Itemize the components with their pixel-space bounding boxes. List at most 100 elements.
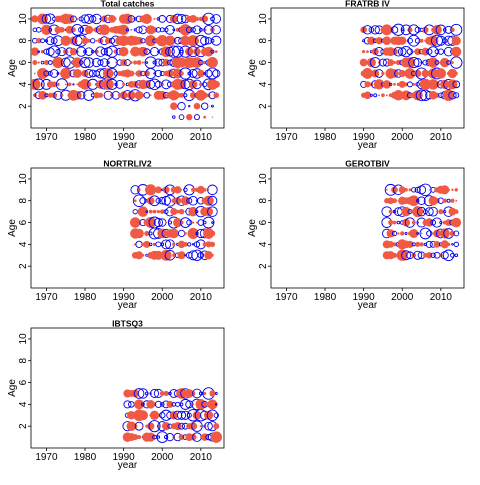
- negative-residual-bubble: [155, 197, 162, 204]
- positive-residual-bubble: [118, 24, 129, 36]
- positive-residual-bubble: [59, 27, 65, 33]
- negative-residual-bubble: [106, 68, 118, 79]
- positive-residual-bubble: [450, 198, 455, 203]
- x-tick-label: 1990: [353, 292, 376, 303]
- positive-residual-bubble: [455, 199, 458, 202]
- negative-residual-bubble: [453, 241, 459, 248]
- positive-residual-bubble: [362, 50, 366, 54]
- positive-residual-bubble: [207, 189, 210, 191]
- positive-residual-bubble: [184, 232, 187, 235]
- positive-residual-bubble: [203, 46, 214, 57]
- panel-title: FRATRB IV: [345, 0, 390, 9]
- positive-residual-bubble: [428, 91, 438, 100]
- negative-residual-bubble: [393, 46, 404, 57]
- positive-residual-bubble: [177, 251, 186, 260]
- positive-residual-bubble: [134, 72, 137, 75]
- positive-residual-bubble: [404, 57, 416, 68]
- positive-residual-bubble: [188, 206, 198, 217]
- positive-residual-bubble: [373, 79, 385, 90]
- positive-residual-bubble: [156, 35, 168, 47]
- negative-residual-bubble: [210, 49, 215, 54]
- y-tick-label: 4: [18, 401, 29, 407]
- negative-residual-bubble: [211, 25, 221, 35]
- positive-residual-bubble: [41, 24, 52, 36]
- negative-residual-bubble: [407, 34, 420, 47]
- positive-residual-bubble: [362, 68, 373, 79]
- negative-residual-bubble: [55, 78, 68, 91]
- positive-residual-bubble: [159, 391, 165, 396]
- positive-residual-bubble: [151, 26, 158, 33]
- x-tick-label: 2000: [151, 452, 174, 463]
- y-tick-label: 10: [18, 13, 29, 25]
- negative-residual-bubble: [198, 27, 203, 32]
- positive-residual-bubble: [451, 46, 462, 57]
- negative-residual-bubble: [45, 36, 55, 46]
- negative-residual-bubble: [90, 49, 95, 54]
- plot-frame: [30, 327, 225, 449]
- negative-residual-bubble: [214, 392, 218, 395]
- positive-residual-bubble: [137, 410, 148, 421]
- x-axis-label: year: [118, 140, 138, 151]
- negative-residual-bubble: [176, 13, 187, 24]
- bubble-layer: [381, 183, 462, 262]
- positive-residual-bubble: [145, 35, 157, 47]
- positive-residual-bubble: [440, 185, 450, 195]
- positive-residual-bubble: [148, 209, 153, 214]
- positive-residual-bubble: [132, 434, 139, 441]
- negative-residual-bubble: [391, 230, 398, 237]
- positive-residual-bubble: [141, 425, 144, 428]
- negative-residual-bubble: [100, 48, 108, 56]
- positive-residual-bubble: [149, 410, 160, 420]
- positive-residual-bubble: [146, 400, 155, 409]
- positive-residual-bubble: [115, 61, 117, 64]
- positive-residual-bubble: [86, 38, 91, 43]
- positive-residual-bubble: [146, 432, 156, 442]
- panel-title: IBTSQ3: [112, 319, 143, 329]
- negative-residual-bubble: [207, 206, 218, 217]
- positive-residual-bubble: [98, 24, 110, 36]
- x-axis-label: year: [118, 300, 138, 311]
- negative-residual-bubble: [450, 56, 463, 69]
- negative-residual-bubble: [97, 59, 104, 66]
- positive-residual-bubble: [375, 37, 383, 45]
- negative-residual-bubble: [406, 48, 414, 55]
- negative-residual-bubble: [416, 185, 427, 195]
- positive-residual-bubble: [407, 27, 413, 33]
- negative-residual-bubble: [179, 49, 184, 54]
- negative-residual-bubble: [379, 58, 387, 67]
- negative-residual-bubble: [448, 91, 457, 100]
- positive-residual-bubble: [129, 61, 133, 64]
- y-axis-label: Age: [247, 59, 258, 77]
- negative-residual-bubble: [183, 187, 188, 193]
- y-tick-label: 4: [18, 241, 29, 247]
- negative-residual-bubble: [207, 184, 218, 196]
- positive-residual-bubble: [69, 47, 78, 56]
- positive-residual-bubble: [204, 251, 213, 260]
- negative-residual-bubble: [419, 183, 432, 197]
- positive-residual-bubble: [433, 241, 441, 248]
- positive-residual-bubble: [191, 221, 195, 224]
- negative-residual-bubble: [389, 82, 393, 87]
- positive-residual-bubble: [414, 69, 422, 78]
- positive-residual-bubble: [451, 61, 454, 64]
- positive-residual-bubble: [86, 81, 92, 87]
- positive-residual-bubble: [213, 423, 220, 430]
- y-tick-label: 8: [18, 358, 29, 364]
- negative-residual-bubble: [191, 243, 195, 246]
- positive-residual-bubble: [129, 217, 141, 228]
- negative-residual-bubble: [454, 253, 459, 258]
- positive-residual-bubble: [398, 186, 406, 194]
- bubble-layer: [31, 12, 222, 121]
- negative-residual-bubble: [32, 78, 45, 91]
- positive-residual-bubble: [179, 24, 192, 36]
- negative-residual-bubble: [187, 242, 192, 247]
- negative-residual-bubble: [145, 61, 149, 64]
- positive-residual-bubble: [454, 71, 458, 76]
- y-tick-label: 2: [258, 263, 269, 269]
- positive-residual-bubble: [127, 91, 136, 100]
- positive-residual-bubble: [451, 188, 454, 191]
- positive-residual-bubble: [183, 241, 188, 247]
- negative-residual-bubble: [180, 410, 190, 420]
- negative-residual-bubble: [172, 13, 183, 25]
- negative-residual-bubble: [133, 388, 145, 399]
